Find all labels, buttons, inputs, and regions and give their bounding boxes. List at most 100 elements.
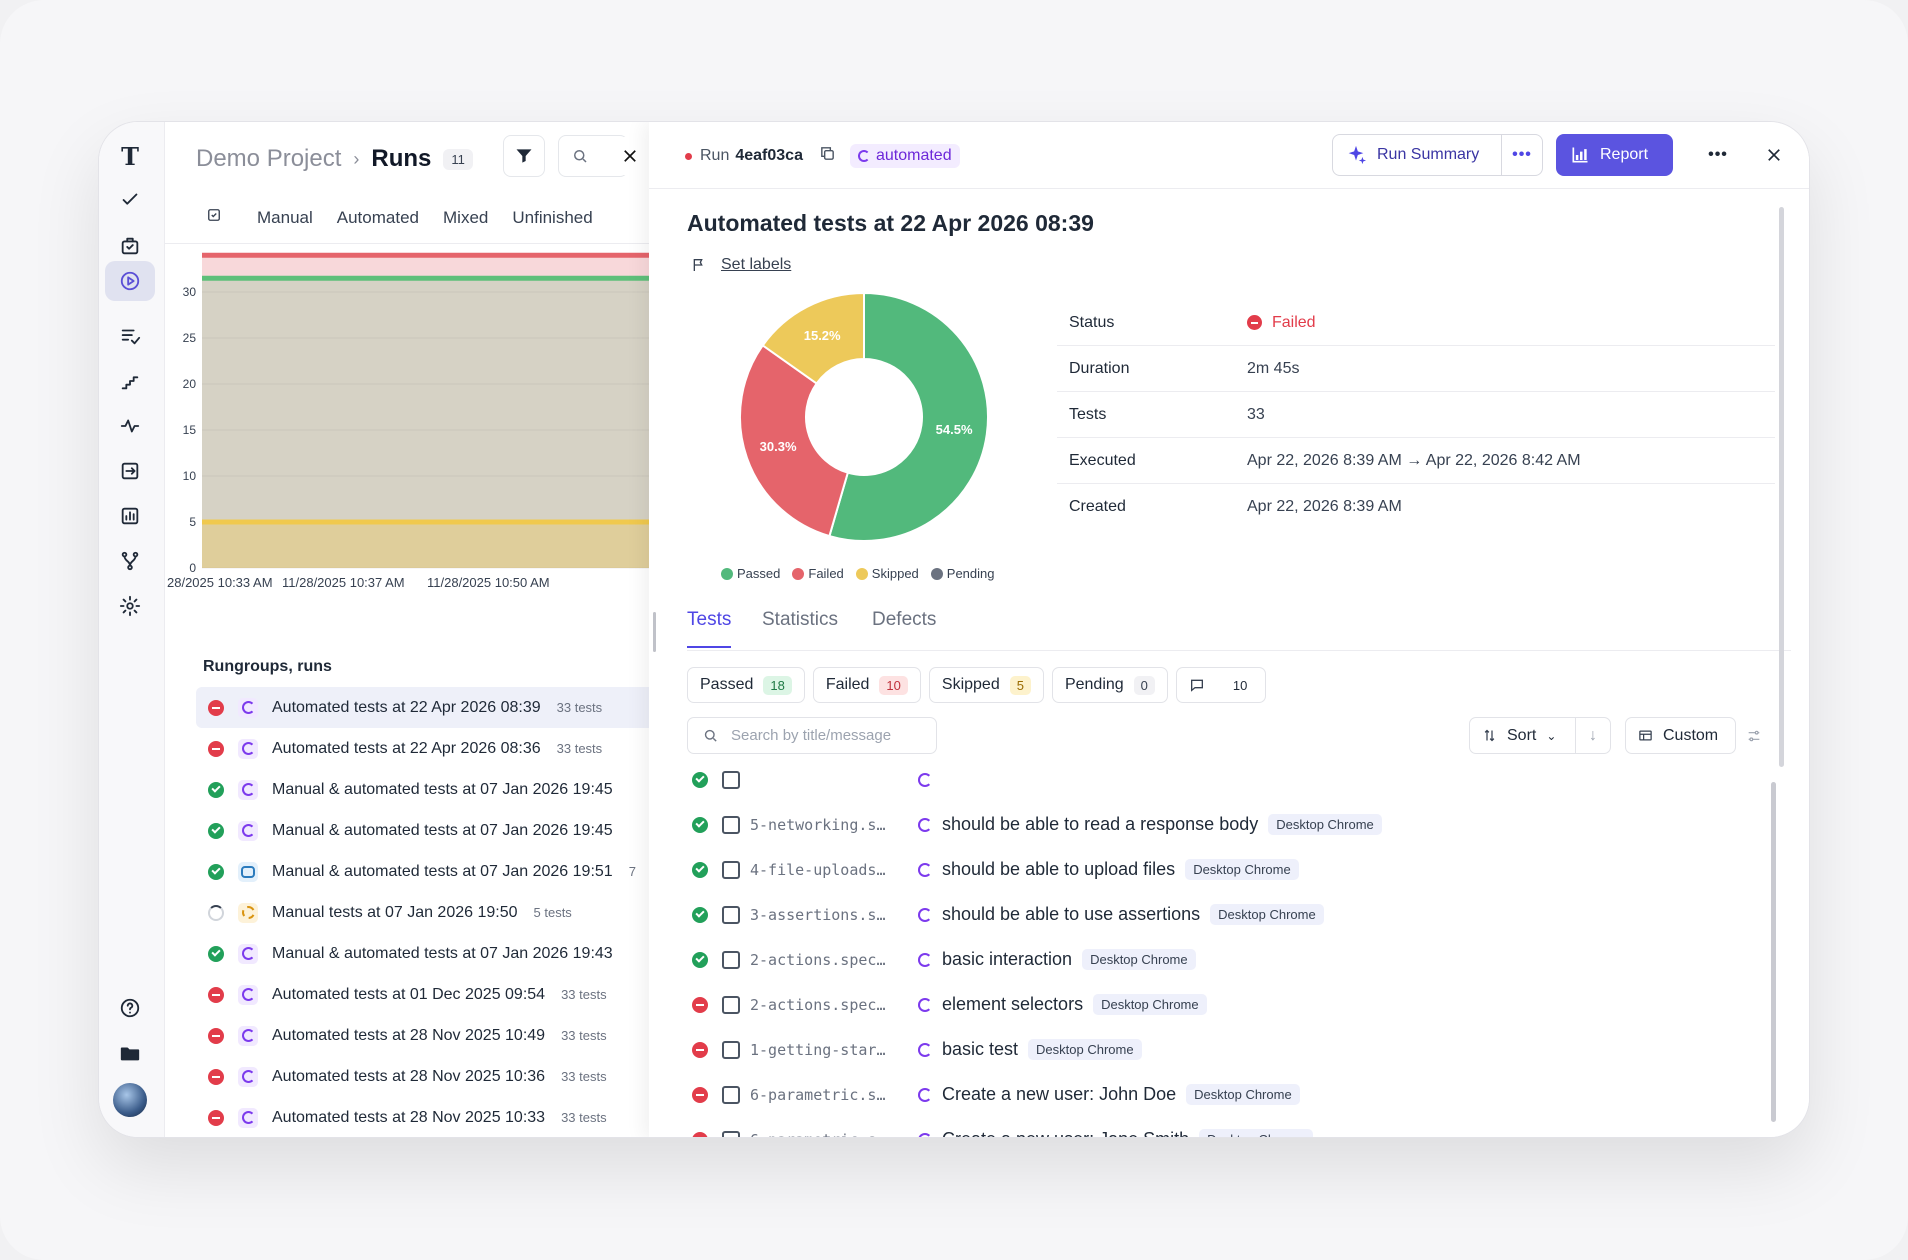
- area-series-2[interactable]: [202, 522, 748, 568]
- test-row[interactable]: 6-parametric.spec.ts Create a new user: J…: [687, 1117, 1773, 1137]
- filter-chip-comments[interactable]: 10: [1175, 667, 1267, 703]
- panel-scrollbar[interactable]: [1779, 207, 1784, 767]
- failed-status-icon: [692, 996, 708, 1013]
- status-donut-chart: 54.5% 30.3% 15.2%: [739, 291, 989, 542]
- clipboard-icon: [722, 905, 740, 924]
- run-row[interactable]: Manual & automated tests at 07 Jan 2026 …: [196, 851, 756, 892]
- close-panel-button[interactable]: [1753, 134, 1795, 176]
- failed-status-icon: [692, 1131, 708, 1137]
- filter-chip-failed[interactable]: Failed 10: [812, 667, 921, 703]
- close-search-button[interactable]: [610, 137, 650, 175]
- legend-item: Pending: [930, 566, 995, 581]
- run-row[interactable]: Manual & automated tests at 07 Jan 2026 …: [196, 769, 756, 810]
- rungroups-title: Rungroups, runs: [203, 658, 332, 675]
- run-test-count: 33 tests: [556, 700, 603, 715]
- automated-type-icon: [238, 984, 258, 1005]
- tests-scrollbar[interactable]: [1771, 782, 1776, 1122]
- automated-icon: [918, 862, 932, 877]
- sort-button[interactable]: Sort ⌄: [1469, 717, 1576, 754]
- branch-icon[interactable]: [105, 541, 155, 581]
- run-name: Automated tests at 01 Dec 2025 09:54: [272, 985, 546, 1003]
- run-row[interactable]: Automated tests at 28 Nov 2025 10:49 33 t…: [196, 1015, 756, 1056]
- briefcase-icon[interactable]: [105, 226, 155, 266]
- analytics-icon[interactable]: [105, 496, 155, 536]
- checklist-icon[interactable]: [105, 316, 155, 356]
- filter-chip-pending[interactable]: Pending 0: [1051, 667, 1168, 703]
- run-row[interactable]: Automated tests at 28 Nov 2025 10:33 33 t…: [196, 1097, 756, 1137]
- manual-type-icon: [238, 902, 258, 923]
- display-settings-button[interactable]: [1739, 717, 1769, 754]
- breadcrumb-separator: ›: [353, 148, 360, 169]
- legend-item: Failed: [792, 566, 844, 581]
- summary-more-button[interactable]: •••: [1501, 134, 1543, 176]
- test-row[interactable]: 3-assertions.spec.ts should be able to us…: [687, 892, 1773, 937]
- check-icon[interactable]: [105, 180, 155, 220]
- donut-slice-passed[interactable]: [828, 291, 989, 542]
- play-icon[interactable]: [105, 261, 155, 301]
- copy-icon[interactable]: [803, 145, 836, 167]
- run-row[interactable]: Automated tests at 28 Nov 2025 10:36 33 t…: [196, 1056, 756, 1097]
- test-row[interactable]: 1-getting-started.spec.ts basic test Deskt…: [687, 1027, 1773, 1072]
- automated-type-icon: [238, 697, 258, 718]
- custom-view-button[interactable]: Custom: [1625, 717, 1736, 754]
- run-summary-button[interactable]: Run Summary: [1332, 134, 1502, 176]
- run-row[interactable]: Automated tests at 01 Dec 2025 09:54 33 t…: [196, 974, 756, 1015]
- select-runs-icon[interactable]: [205, 206, 223, 229]
- test-row[interactable]: [687, 767, 1773, 802]
- tab-unfinished[interactable]: Unfinished: [512, 207, 593, 227]
- tab-mixed[interactable]: Mixed: [443, 207, 489, 227]
- steps-icon[interactable]: [105, 361, 155, 401]
- run-row[interactable]: Manual & automated tests at 07 Jan 2026 …: [196, 810, 756, 851]
- settings-icon[interactable]: [105, 586, 155, 626]
- report-button[interactable]: Report: [1556, 134, 1673, 176]
- tab-manual[interactable]: Manual: [257, 207, 313, 227]
- tab-tests[interactable]: Tests: [687, 609, 732, 648]
- test-tag: Desktop Chrome: [1210, 904, 1324, 925]
- test-row[interactable]: 4-file-uploads.spec.ts should be able to …: [687, 847, 1773, 892]
- area-series-1[interactable]: [202, 278, 748, 568]
- import-icon[interactable]: [105, 451, 155, 491]
- filter-button[interactable]: [503, 135, 545, 177]
- info-label: Duration: [1069, 359, 1130, 377]
- test-row[interactable]: 6-parametric.spec.ts Create a new user: J…: [687, 1072, 1773, 1117]
- logo[interactable]: T: [105, 136, 155, 176]
- tab-automated[interactable]: Automated: [336, 207, 419, 227]
- tab-defects[interactable]: Defects: [872, 609, 937, 630]
- help-icon[interactable]: [105, 988, 155, 1028]
- avatar[interactable]: [113, 1083, 147, 1117]
- tab-statistics[interactable]: Statistics: [762, 609, 839, 630]
- donut-slice-skipped[interactable]: [761, 291, 865, 385]
- panel-resize-handle[interactable]: [653, 612, 656, 652]
- run-name: Manual & automated tests at 07 Jan 2026 …: [272, 780, 613, 798]
- run-name: Automated tests at 22 Apr 2026 08:39: [272, 698, 541, 716]
- filter-chip-passed[interactable]: Passed 18: [687, 667, 805, 703]
- y-tick-label: 15: [183, 423, 197, 437]
- breadcrumb-project[interactable]: Demo Project: [196, 145, 342, 172]
- run-id-value: 4eaf03ca: [735, 147, 803, 164]
- donut-slice-failed[interactable]: [739, 343, 850, 538]
- folders-icon[interactable]: [105, 1033, 155, 1073]
- tests-search-input[interactable]: Search by title/message: [687, 717, 937, 754]
- area-series-0[interactable]: [202, 255, 748, 568]
- filter-chip-count: 5: [1009, 675, 1031, 695]
- run-label: Run: [700, 147, 730, 164]
- filter-chip-skipped[interactable]: Skipped 5: [928, 667, 1044, 703]
- chevron-down-icon: ⌄: [1546, 728, 1557, 743]
- automated-type-icon: [238, 820, 258, 841]
- more-options-button[interactable]: •••: [1697, 134, 1739, 176]
- run-detail-panel: Run 4eaf03ca automated Run Summary ••• R…: [649, 122, 1809, 1137]
- mixed-type-icon: [238, 861, 258, 882]
- run-row[interactable]: Manual & automated tests at 07 Jan 2026 …: [196, 933, 756, 974]
- run-row[interactable]: Manual tests at 07 Jan 2026 19:50 5 tests: [196, 892, 756, 933]
- set-labels-link[interactable]: Set labels: [691, 256, 791, 274]
- test-row[interactable]: 5-networking.spec.ts should be able to re…: [687, 802, 1773, 847]
- pulse-icon[interactable]: [105, 406, 155, 446]
- automated-type-icon: [238, 1025, 258, 1046]
- run-row[interactable]: Automated tests at 22 Apr 2026 08:36 33 t…: [196, 728, 756, 769]
- test-row[interactable]: 2-actions.spec.ts basic interaction Deskto…: [687, 937, 1773, 982]
- test-row[interactable]: 2-actions.spec.ts element selectors Deskto…: [687, 982, 1773, 1027]
- run-name: Automated tests at 28 Nov 2025 10:36: [272, 1067, 546, 1085]
- failed-status-icon: [208, 1109, 224, 1126]
- sort-direction-button[interactable]: ↓: [1575, 717, 1611, 754]
- info-label: Status: [1069, 313, 1115, 331]
